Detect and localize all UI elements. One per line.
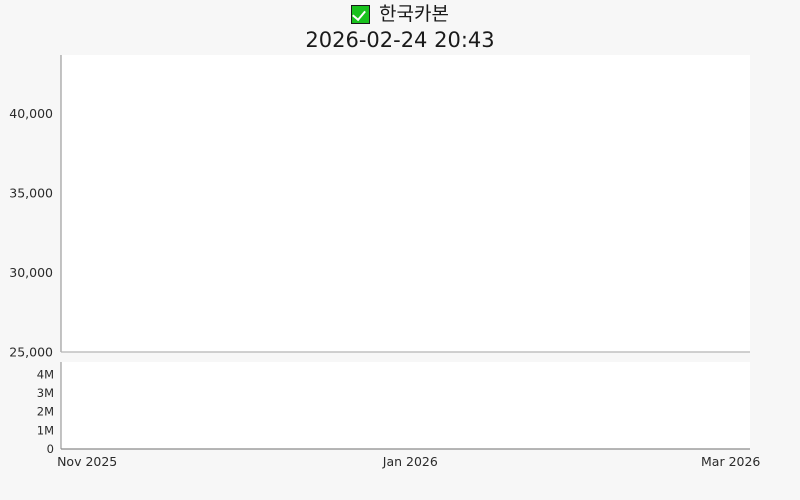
volume-y-tick-label: 2M xyxy=(37,405,54,419)
price-y-tick-label: 30,000 xyxy=(9,265,53,280)
axes-layer: 25,000 30,000 35,000 40,000 0 1M 2M 3M 4M Nov 202… xyxy=(9,55,760,469)
x-tick-label: Nov 2025 xyxy=(57,454,117,469)
volume-y-tick-label: 1M xyxy=(37,423,54,437)
price-plot-background xyxy=(61,55,750,352)
price-y-tick-label: 35,000 xyxy=(9,186,53,201)
timestamp-label: 2026-02-24 20:43 xyxy=(305,28,495,52)
volume-y-tick-label: 3M xyxy=(37,386,54,400)
volume-plot-background xyxy=(61,362,750,449)
price-y-tick-label: 25,000 xyxy=(9,345,53,360)
volume-y-tick-label: 0 xyxy=(47,442,54,456)
x-tick-label: Mar 2026 xyxy=(701,454,760,469)
page-title: 한국카본 xyxy=(379,3,449,25)
green-check-icon xyxy=(351,4,371,24)
title-row: 한국카본 xyxy=(0,1,800,27)
volume-y-tick-label: 4M xyxy=(37,367,54,381)
x-tick-label: Jan 2026 xyxy=(382,454,438,469)
price-y-tick-label: 40,000 xyxy=(9,106,53,121)
